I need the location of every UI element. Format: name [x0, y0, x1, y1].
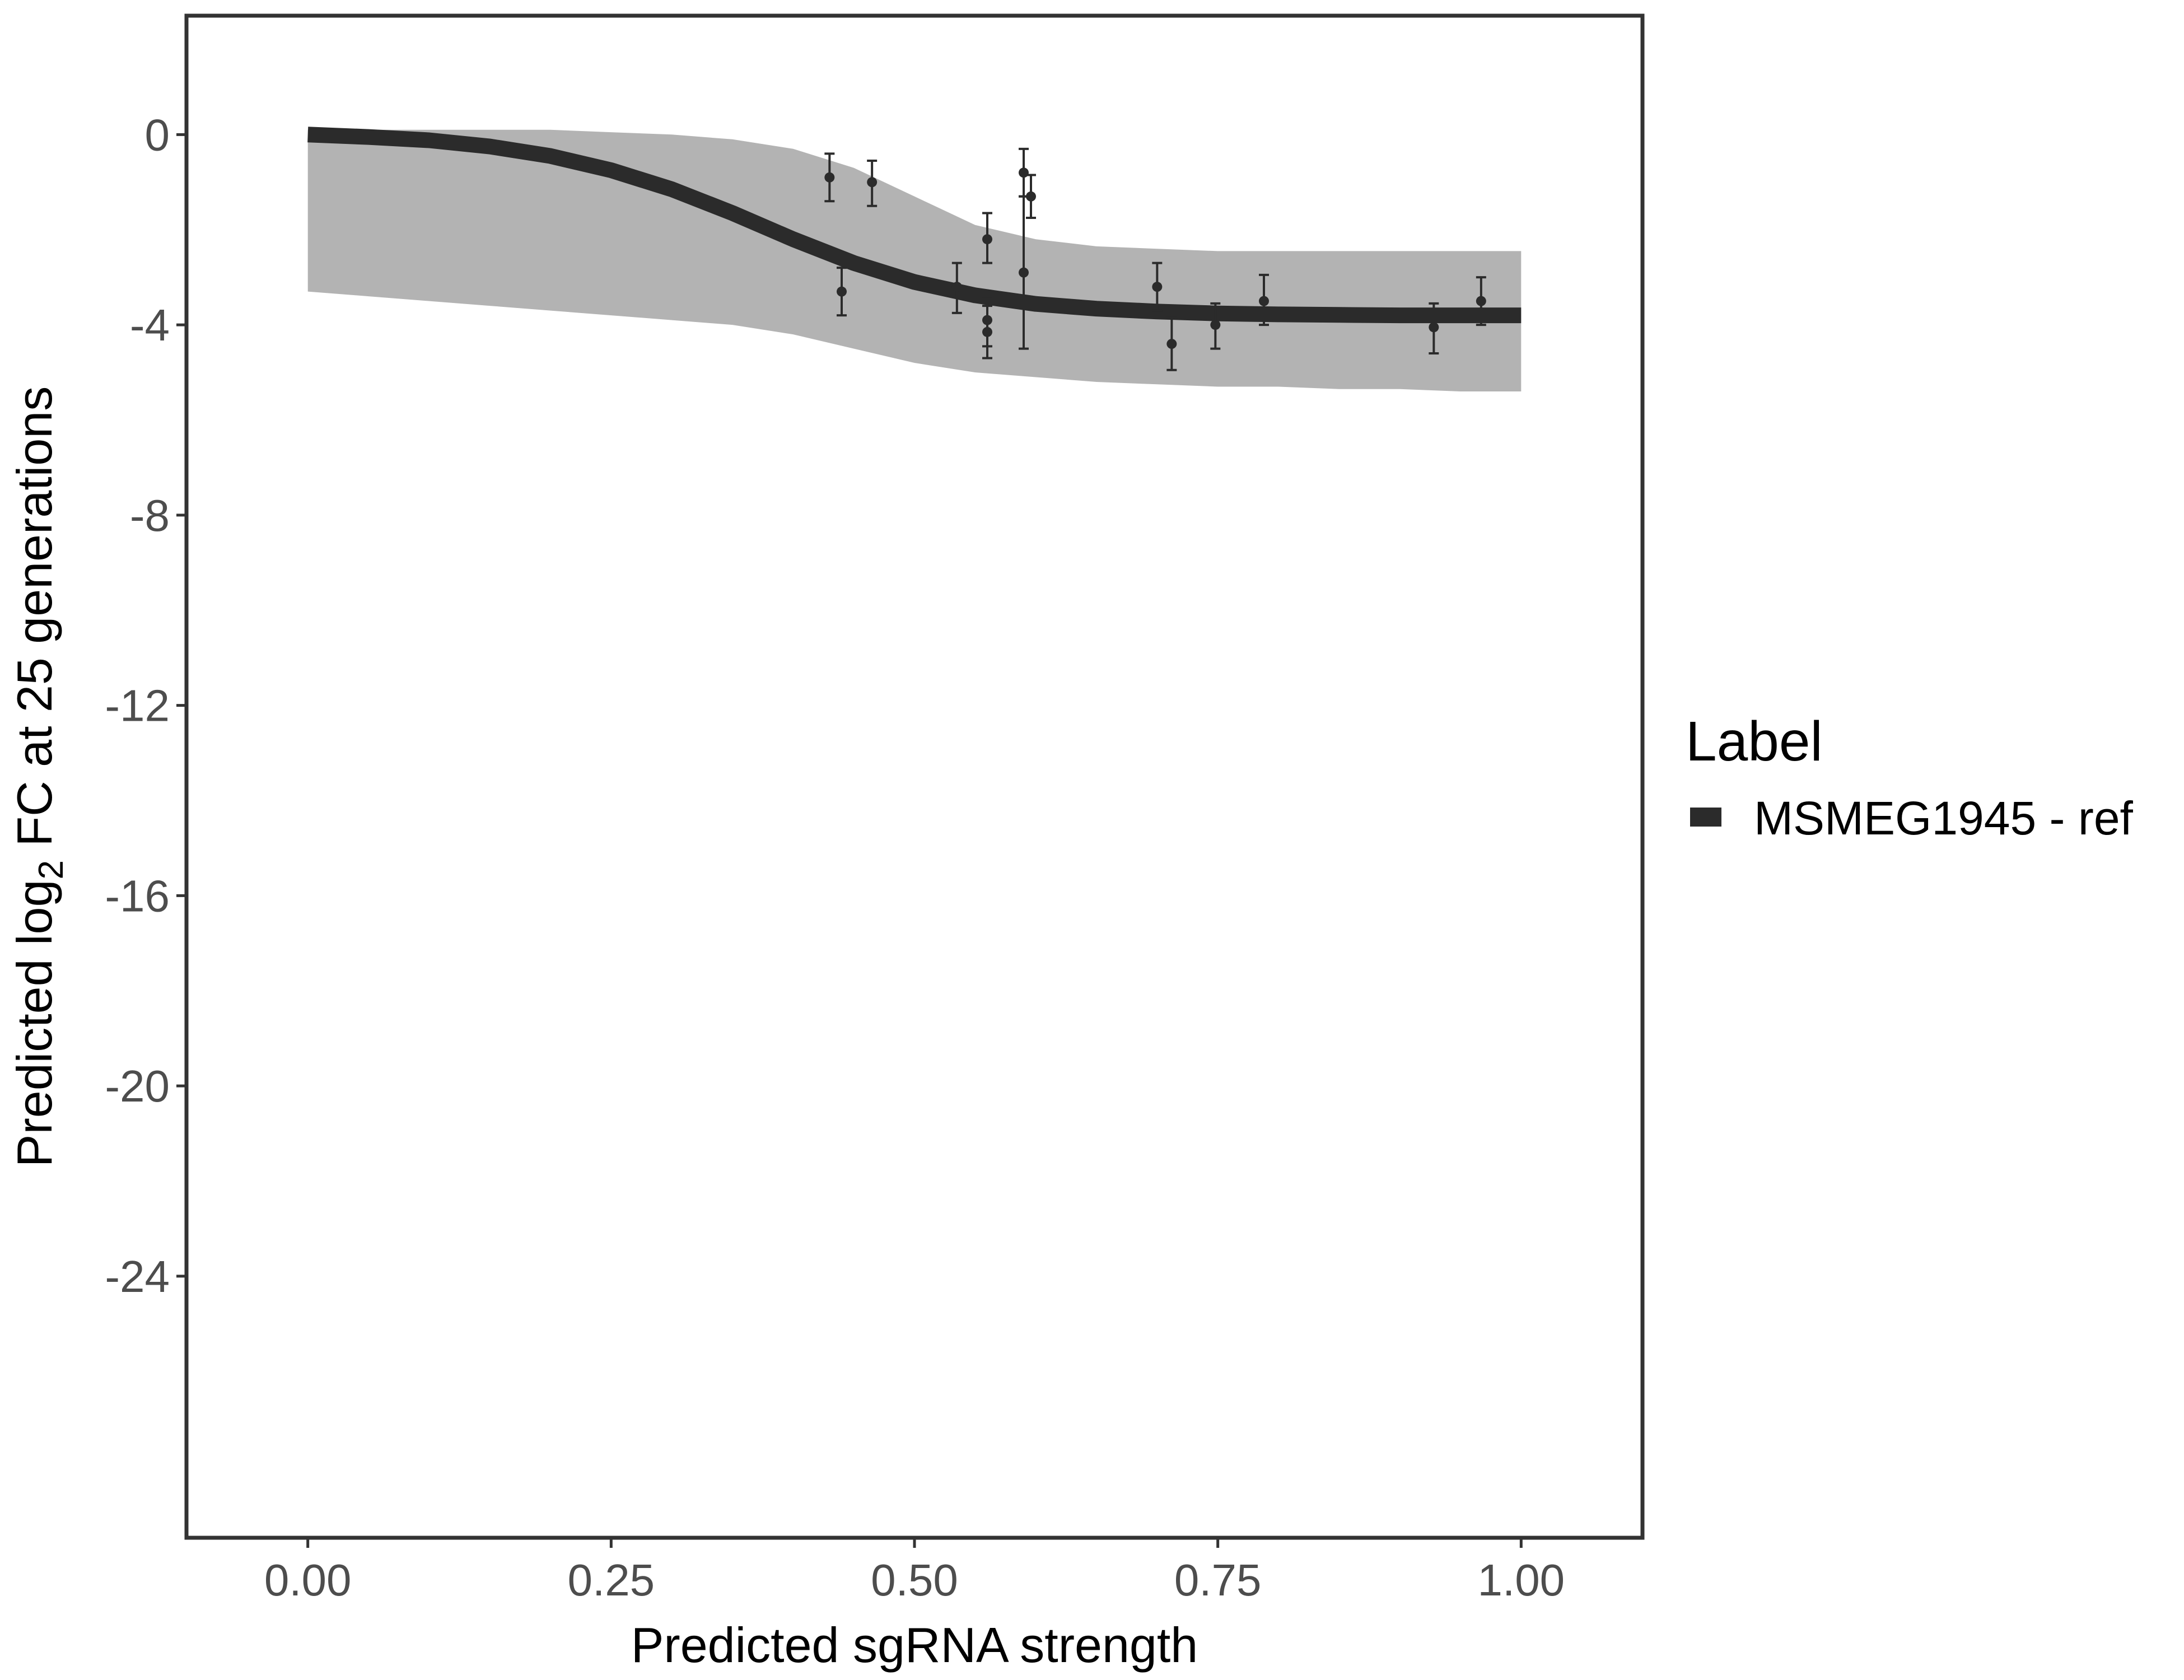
point-marker: [1019, 267, 1029, 278]
x-tick-label: 0.75: [1174, 1555, 1262, 1605]
point-marker: [1259, 296, 1269, 306]
x-tick-label: 1.00: [1477, 1555, 1565, 1605]
point-marker: [867, 177, 878, 188]
data-point: [1166, 316, 1177, 371]
point-marker: [1210, 320, 1221, 330]
y-tick-label: -20: [105, 1061, 170, 1111]
fitted-curve-layer: [307, 127, 1522, 324]
point-marker: [837, 286, 847, 297]
y-tick-label: -8: [130, 491, 170, 540]
point-marker: [951, 282, 962, 292]
data-point: [1152, 262, 1163, 312]
y-tick-label: -12: [105, 681, 170, 731]
point-marker: [1476, 296, 1486, 306]
data-point: [1476, 276, 1486, 326]
point-marker: [1166, 339, 1177, 349]
y-axis: 0 -4 -8 -12 -16 -20 -24: [105, 110, 186, 1301]
x-tick-label: 0.50: [871, 1555, 958, 1605]
point-marker: [824, 172, 835, 183]
y-tick-label: -4: [130, 300, 170, 350]
data-point: [1210, 302, 1221, 350]
y-axis-title-prefix: Predicted log: [7, 880, 62, 1168]
y-tick-label: -24: [105, 1252, 170, 1301]
legend-key-swatch: [1690, 808, 1721, 827]
data-point: [1259, 273, 1269, 326]
legend: Label MSMEG1945 - ref: [1686, 710, 2134, 844]
x-axis: 0.00 0.25 0.50 0.75 1.00: [264, 1538, 1565, 1605]
point-marker: [1152, 282, 1163, 292]
data-point: [1429, 302, 1439, 355]
data-point: [982, 305, 992, 360]
data-point: [867, 160, 878, 207]
data-point: [837, 267, 847, 317]
x-tick-label: 0.25: [567, 1555, 655, 1605]
y-tick-label: -16: [105, 871, 170, 921]
legend-title: Label: [1686, 710, 1823, 773]
data-point: [1019, 195, 1029, 350]
data-point: [982, 212, 992, 264]
point-marker: [1019, 167, 1029, 178]
x-axis-title: Predicted sgRNA strength: [631, 1617, 1198, 1673]
y-axis-title-suffix: FC at 25 generations: [7, 386, 62, 860]
x-tick-label: 0.00: [264, 1555, 352, 1605]
data-point: [1026, 174, 1036, 219]
point-marker: [1026, 191, 1036, 202]
y-tick-label: 0: [145, 110, 170, 160]
legend-label: MSMEG1945 - ref: [1754, 792, 2134, 844]
point-marker: [982, 326, 992, 337]
fitted-curve-0: [307, 127, 1522, 324]
point-marker: [982, 234, 992, 245]
y-axis-title: Predicted log2 FC at 25 generations: [7, 386, 71, 1167]
y-axis-title-subscript: 2: [32, 860, 71, 879]
data-points-layer: [824, 147, 1486, 371]
data-point: [951, 262, 962, 314]
data-point: [824, 152, 835, 203]
point-marker: [1429, 322, 1439, 333]
